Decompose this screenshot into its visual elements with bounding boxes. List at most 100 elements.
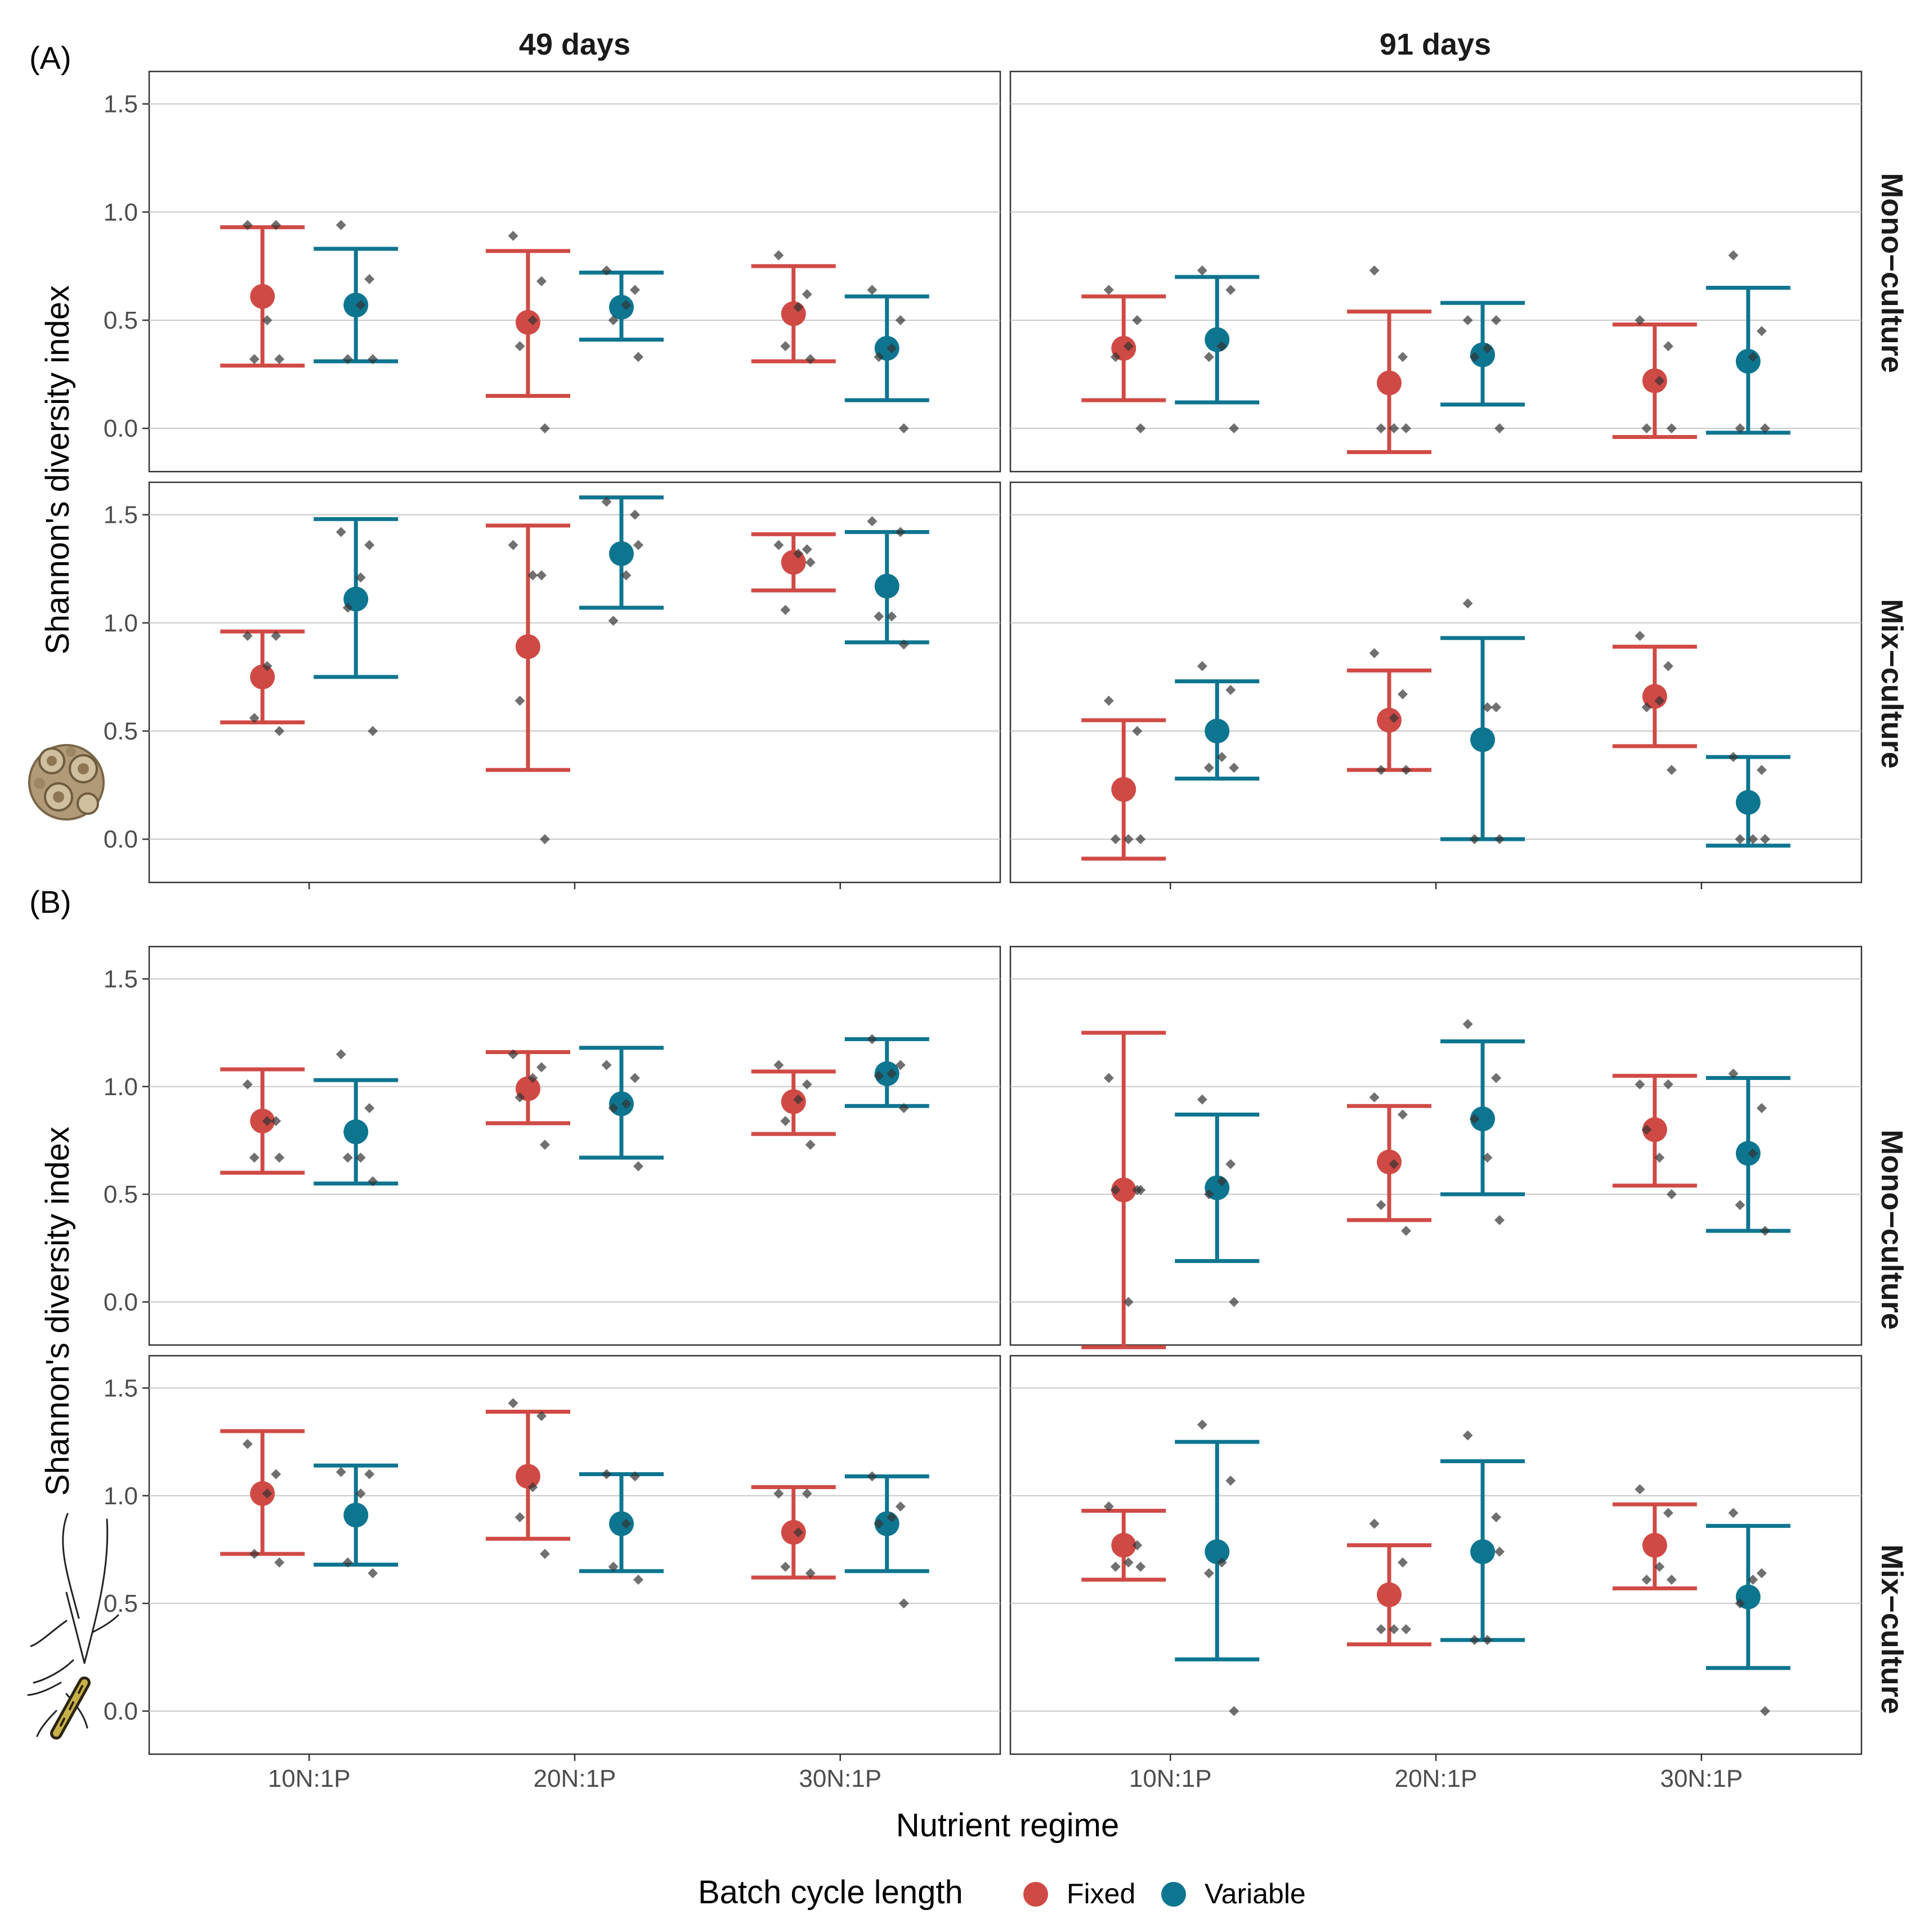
replicate-point bbox=[1197, 265, 1207, 276]
replicate-point bbox=[780, 604, 791, 615]
y-axis-title-b: Shannon's diversity index bbox=[39, 1127, 76, 1496]
replicate-point bbox=[802, 1488, 812, 1499]
replicate-point bbox=[633, 1575, 643, 1585]
mean-point bbox=[1377, 1582, 1402, 1607]
replicate-point bbox=[342, 354, 353, 365]
replicate-point bbox=[887, 1512, 897, 1523]
mean-point bbox=[1111, 1532, 1136, 1558]
panel-frame bbox=[1009, 481, 1863, 884]
legend-fixed-label: Fixed bbox=[1067, 1878, 1135, 1909]
panel-frame bbox=[148, 70, 1001, 473]
group-20N:1P-Variable bbox=[579, 1469, 664, 1585]
replicate-point bbox=[1197, 661, 1207, 671]
mean-point bbox=[1205, 718, 1230, 743]
replicate-point bbox=[1135, 423, 1146, 434]
y-tick-label: 0.0 bbox=[104, 1697, 138, 1725]
y-tick-label: 1.0 bbox=[104, 199, 138, 226]
replicate-point bbox=[773, 540, 784, 550]
group-30N:1P-Fixed bbox=[751, 532, 836, 615]
replicate-point bbox=[1203, 352, 1214, 362]
mean-point bbox=[874, 573, 899, 599]
mean-point bbox=[609, 541, 634, 566]
diatom-chain-icon bbox=[27, 1513, 119, 1740]
replicate-point bbox=[1760, 1706, 1770, 1716]
replicate-point bbox=[887, 611, 897, 622]
replicate-point bbox=[364, 540, 375, 550]
legend-variable-swatch bbox=[1161, 1882, 1186, 1907]
replicate-point bbox=[1376, 1624, 1386, 1635]
replicate-point bbox=[1654, 1153, 1665, 1163]
replicate-point bbox=[1756, 765, 1767, 776]
mean-point bbox=[609, 294, 634, 320]
replicate-point bbox=[633, 540, 643, 550]
replicate-point bbox=[630, 1471, 640, 1482]
replicate-point bbox=[1389, 423, 1399, 434]
replicate-point bbox=[335, 1467, 346, 1477]
group-20N:1P-Fixed bbox=[486, 1398, 570, 1559]
group-30N:1P-Variable bbox=[1706, 752, 1791, 848]
replicate-point bbox=[1494, 834, 1505, 845]
replicate-point bbox=[368, 1568, 378, 1579]
replicate-point bbox=[802, 544, 812, 555]
group-10N:1P-Fixed bbox=[220, 629, 305, 736]
replicate-point bbox=[242, 1079, 253, 1090]
panel-s1-r0-c1 bbox=[1009, 945, 1863, 1350]
mean-point bbox=[516, 1464, 540, 1489]
replicate-point bbox=[1728, 1068, 1739, 1079]
group-30N:1P-Fixed bbox=[751, 1485, 836, 1580]
replicate-point bbox=[1462, 315, 1473, 325]
replicate-point bbox=[249, 1549, 259, 1559]
replicate-point bbox=[874, 352, 884, 362]
replicate-point bbox=[780, 1562, 791, 1572]
strip-time-49-days: 49 days bbox=[519, 28, 630, 61]
replicate-point bbox=[867, 1034, 878, 1045]
replicate-point bbox=[1229, 423, 1239, 434]
group-30N:1P-Variable bbox=[844, 285, 929, 434]
group-10N:1P-Fixed bbox=[220, 1067, 305, 1175]
group-20N:1P-Variable bbox=[579, 265, 664, 362]
replicate-point bbox=[621, 300, 632, 311]
replicate-point bbox=[793, 548, 804, 559]
y-tick-label: 0.0 bbox=[104, 415, 138, 442]
replicate-point bbox=[1103, 285, 1114, 295]
replicate-point bbox=[898, 639, 909, 650]
replicate-point bbox=[1641, 702, 1652, 712]
replicate-point bbox=[262, 1115, 272, 1126]
group-20N:1P-Fixed bbox=[1347, 1092, 1431, 1236]
replicate-point bbox=[271, 1115, 281, 1126]
group-10N:1P-Variable bbox=[1175, 1094, 1260, 1307]
replicate-point bbox=[1756, 1568, 1767, 1579]
replicate-point bbox=[1225, 684, 1236, 695]
replicate-point bbox=[1469, 834, 1480, 845]
replicate-point bbox=[1369, 1518, 1380, 1529]
replicate-point bbox=[1216, 341, 1227, 352]
replicate-point bbox=[773, 250, 784, 261]
replicate-point bbox=[1369, 1092, 1380, 1102]
replicate-point bbox=[1469, 1635, 1480, 1646]
replicate-point bbox=[342, 602, 353, 613]
replicate-point bbox=[633, 1161, 643, 1172]
replicate-point bbox=[867, 285, 878, 295]
replicate-point bbox=[780, 341, 791, 352]
replicate-point bbox=[805, 1568, 816, 1579]
replicate-point bbox=[1491, 315, 1501, 325]
mean-point bbox=[1205, 1539, 1230, 1565]
replicate-point bbox=[1225, 1159, 1236, 1169]
panel-s0-r0-c0: 0.0 0.5 1.0 1.5 bbox=[104, 70, 1001, 473]
section-label-b: (B) bbox=[29, 884, 71, 920]
replicate-point bbox=[1663, 1079, 1673, 1090]
replicate-point bbox=[1103, 1073, 1114, 1083]
x-tick-label: 10N:1P bbox=[268, 1765, 351, 1792]
group-30N:1P-Variable bbox=[1706, 1068, 1791, 1236]
mean-point bbox=[343, 1119, 369, 1145]
replicate-point bbox=[874, 1070, 884, 1081]
mean-point bbox=[250, 664, 275, 689]
section-label-a: (A) bbox=[29, 40, 71, 75]
replicate-point bbox=[1389, 712, 1399, 723]
replicate-point bbox=[630, 509, 640, 520]
replicate-point bbox=[249, 712, 259, 723]
replicate-point bbox=[1482, 1153, 1493, 1163]
panel-frame bbox=[148, 481, 1001, 884]
replicate-point bbox=[793, 302, 804, 312]
group-20N:1P-Variable bbox=[579, 495, 664, 626]
